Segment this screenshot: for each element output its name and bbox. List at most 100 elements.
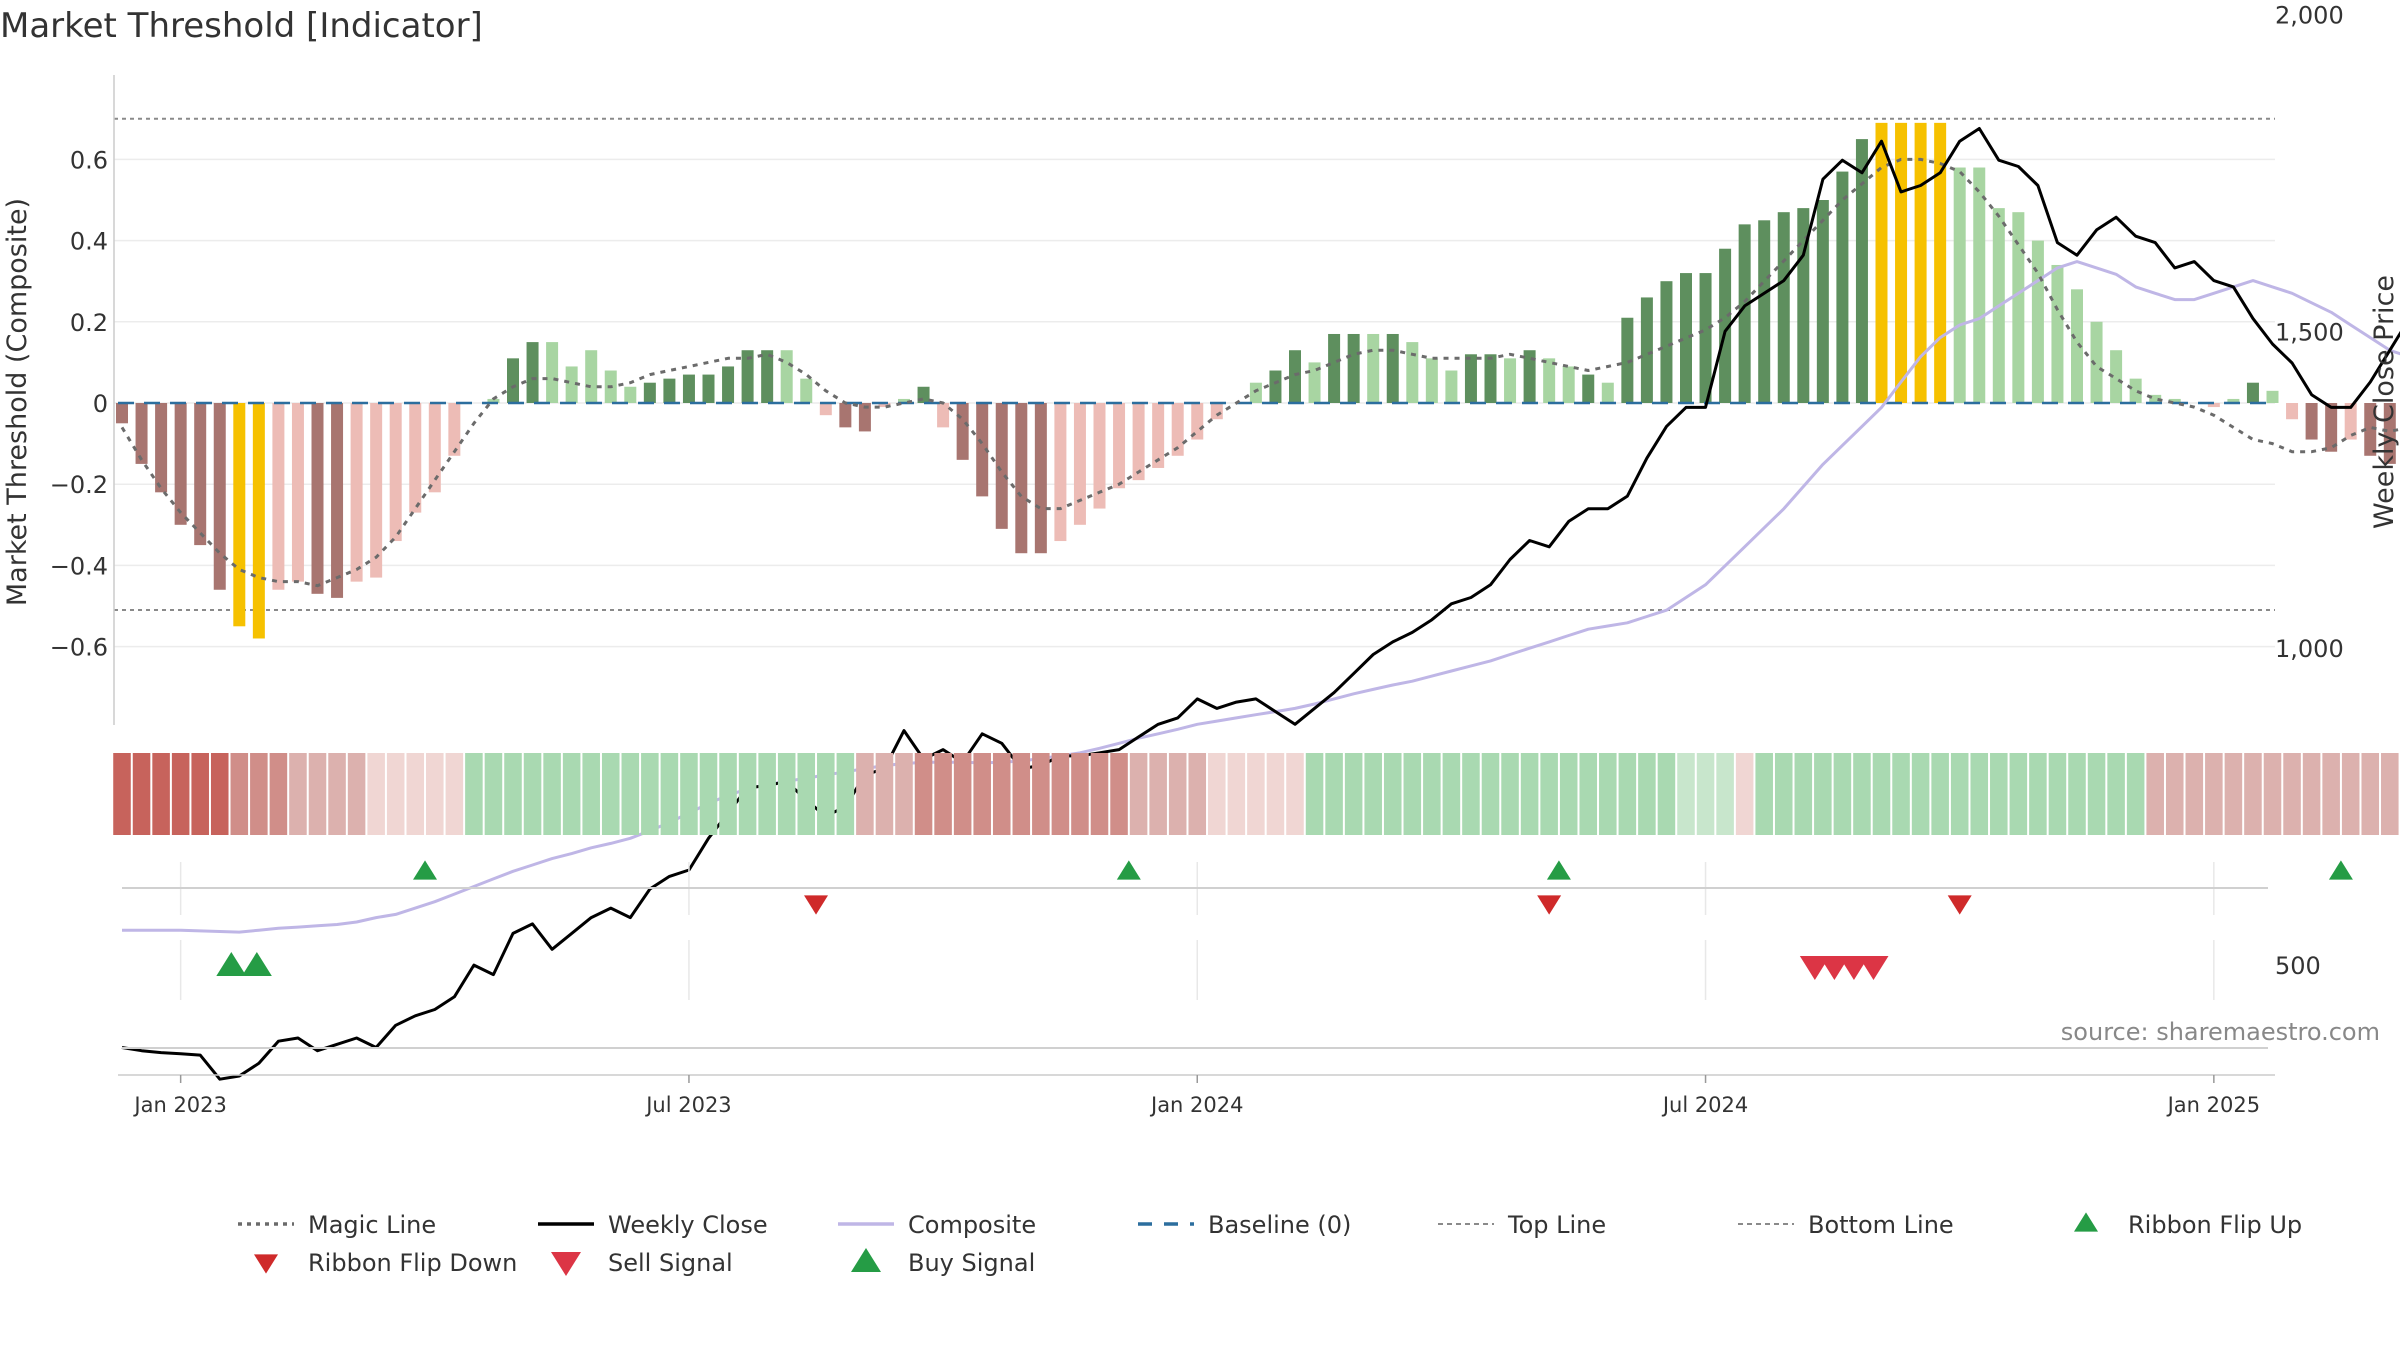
ribbon-cell — [2009, 753, 2028, 835]
legend-swatch — [551, 1252, 581, 1276]
composite-bar — [2031, 240, 2044, 403]
ribbon-cell — [1442, 753, 1461, 835]
legend-item: Ribbon Flip Down — [254, 1249, 517, 1277]
y-axis-label: Market Threshold (Composite) — [2, 198, 33, 606]
composite-bar — [1836, 171, 1849, 403]
legend-item: Top Line — [1438, 1211, 1606, 1239]
legend-label: Sell Signal — [608, 1249, 733, 1277]
y2-tick-label: 500 — [2275, 952, 2321, 980]
ribbon-cell — [1618, 753, 1637, 835]
ribbon-cell — [328, 753, 346, 835]
composite-bar — [1289, 350, 1301, 403]
ribbon-cell — [2048, 753, 2067, 835]
chart-title: Market Threshold [Indicator] — [0, 6, 483, 46]
ribbon-cell — [875, 753, 894, 835]
composite-bar — [839, 403, 852, 428]
ribbon-cell — [2322, 753, 2340, 835]
composite-bar — [1328, 333, 1341, 403]
ribbon-flip-up-marker — [1546, 860, 1571, 880]
composite-bar — [2207, 403, 2220, 408]
ribbon-cell — [1032, 753, 1050, 835]
composite-bar — [213, 403, 226, 590]
ribbon-cell — [1266, 753, 1285, 835]
ribbon-cell — [2283, 753, 2301, 835]
composite-bar — [976, 403, 989, 497]
ribbon-cell — [2087, 753, 2106, 835]
ribbon-cell — [1129, 753, 1148, 835]
composite-bar — [2266, 390, 2279, 403]
ribbon-cell — [2029, 753, 2047, 835]
x-tick-label: Jan 2025 — [2166, 1093, 2261, 1117]
ribbon-cell — [1599, 753, 1617, 835]
ribbon-cell — [1559, 753, 1578, 835]
ribbon-cell — [1872, 753, 1891, 835]
composite-bar — [995, 403, 1008, 529]
y-tick-label: 0.2 — [70, 309, 108, 337]
composite-bar — [487, 398, 500, 403]
composite-bar — [1973, 167, 1986, 403]
composite-bar — [1034, 403, 1047, 554]
ribbon-cell — [1071, 753, 1089, 835]
composite-bar — [370, 403, 383, 578]
ribbon-cell — [1990, 753, 2008, 835]
ribbon-cell — [1892, 753, 1910, 835]
composite-bar — [1191, 403, 1204, 440]
ribbon-cell — [1540, 753, 1558, 835]
composite-bar — [1249, 382, 1262, 403]
ribbon-flip-down-marker — [1537, 895, 1562, 915]
ribbon-cell — [1657, 753, 1676, 835]
composite-bar — [1777, 212, 1790, 403]
ribbon-cell — [1344, 753, 1363, 835]
ribbon-cell — [2126, 753, 2145, 835]
legend-label: Bottom Line — [1808, 1211, 1954, 1239]
composite-bar — [1523, 350, 1536, 403]
x-tick-label: Jan 2024 — [1149, 1093, 1244, 1117]
composite-bar — [682, 374, 695, 403]
composite-bar — [1073, 403, 1086, 525]
composite-bar — [2090, 321, 2103, 403]
ribbon-cell — [1911, 753, 1930, 835]
composite-bar — [1719, 248, 1732, 403]
ribbon-cell — [895, 753, 913, 835]
ribbon-cell — [1208, 753, 1226, 835]
composite-bar — [526, 342, 539, 403]
ribbon-cell — [1677, 753, 1695, 835]
composite-bar — [2012, 212, 2025, 403]
ribbon-cell — [680, 753, 698, 835]
composite-bar — [233, 403, 246, 627]
ribbon-cell — [2263, 753, 2282, 835]
legend-label: Weekly Close — [608, 1211, 768, 1239]
ribbon-cell — [934, 753, 952, 835]
ribbon-cell — [1853, 753, 1871, 835]
ribbon-cell — [953, 753, 972, 835]
composite-bar — [1308, 362, 1321, 403]
composite-bar — [858, 403, 871, 432]
ribbon-cell — [1696, 753, 1715, 835]
ribbon-cell — [289, 753, 307, 835]
legend-item: Composite — [838, 1211, 1036, 1239]
legend-item: Buy Signal — [851, 1248, 1035, 1277]
composite-bar — [1680, 273, 1692, 403]
ribbon-flip-down-marker — [804, 895, 829, 915]
composite-bar — [1367, 333, 1380, 403]
y2-axis-label: Weekly Close Price — [2369, 275, 2400, 529]
ribbon-flip-panel — [122, 860, 2353, 915]
ribbon-cell — [856, 753, 874, 835]
composite-bar — [663, 378, 676, 403]
sell-signal-marker — [1799, 956, 1830, 980]
composite-bar — [1113, 403, 1126, 489]
composite-bar — [1210, 403, 1223, 420]
ribbon-cell — [1462, 753, 1480, 835]
composite-bar — [1738, 224, 1751, 403]
ribbon-cell — [2302, 753, 2321, 835]
ribbon-cell — [621, 753, 640, 835]
ribbon-cell — [2165, 753, 2184, 835]
ribbon-flip-up-marker — [413, 860, 438, 880]
ribbon-cell — [777, 753, 796, 835]
y-tick-label: 0.6 — [70, 146, 108, 174]
composite-bar — [1875, 122, 1888, 404]
sell-signal-marker — [1858, 956, 1889, 980]
composite-bar — [1914, 122, 1927, 404]
composite-bar — [311, 403, 324, 594]
